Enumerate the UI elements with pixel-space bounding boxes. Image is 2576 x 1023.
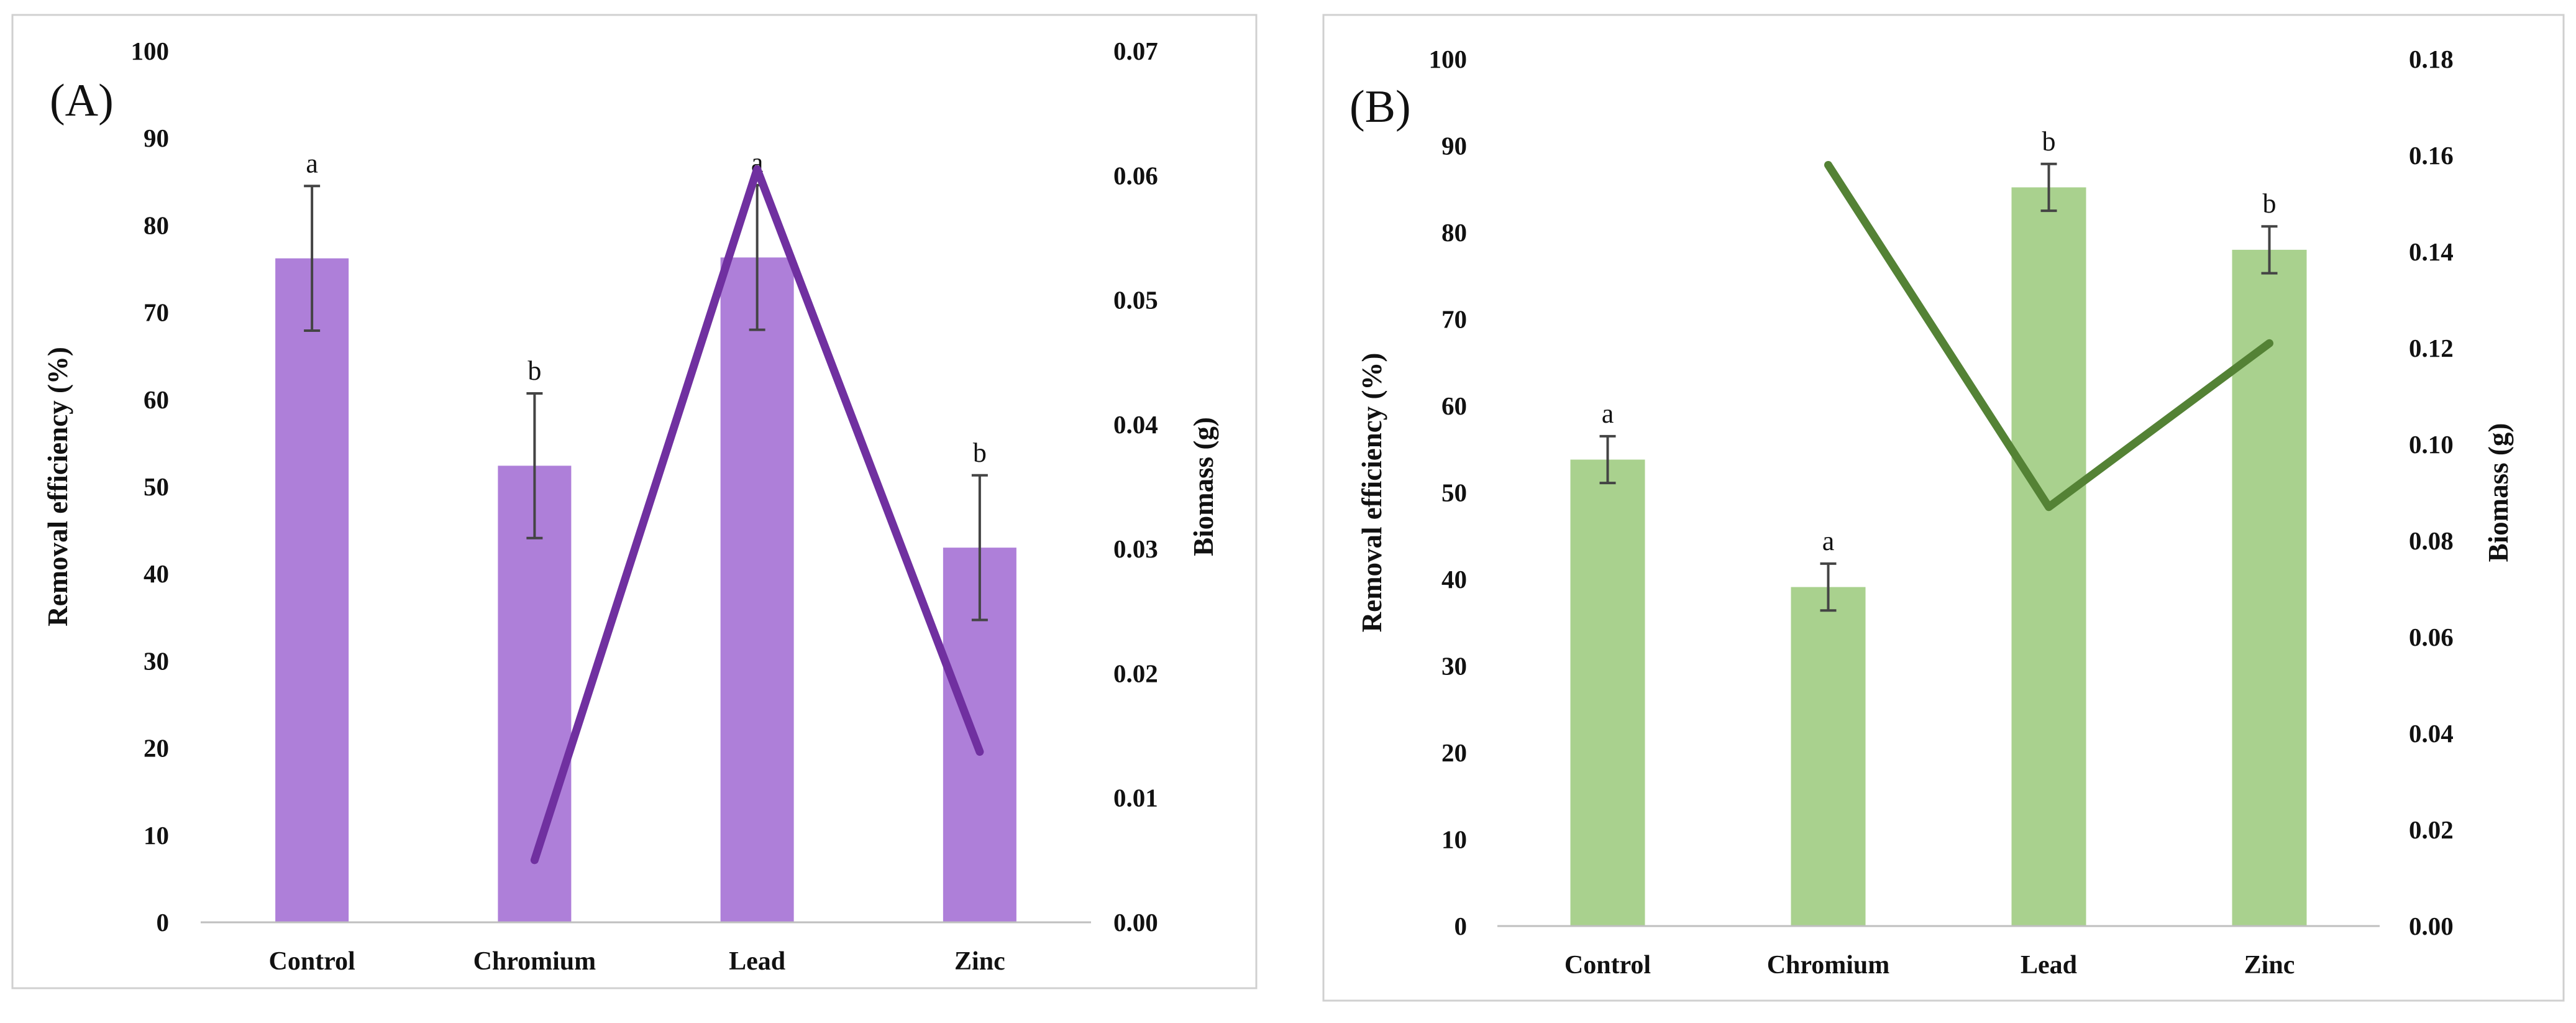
y-tick-label: 60: [1441, 392, 1467, 420]
y2-tick-label: 0.05: [1113, 286, 1158, 314]
significance-label: a: [1602, 398, 1614, 429]
significance-label: b: [528, 356, 541, 386]
chart-frame: [11, 14, 1258, 989]
bar-control: [275, 258, 349, 922]
y-tick-label: 10: [1441, 825, 1467, 854]
y-tick-label: 20: [1441, 738, 1467, 767]
error-bar: [2040, 162, 2057, 213]
bar-zinc: [2232, 249, 2307, 926]
panel-label: (A): [50, 75, 114, 126]
significance-label: b: [973, 438, 987, 468]
error-bar: [971, 474, 988, 622]
y2-tick-label: 0.00: [1113, 908, 1158, 937]
chart-frame: [1322, 14, 2565, 1002]
y-tick-label: 70: [144, 298, 169, 327]
y2-tick-label: 0.18: [2409, 45, 2454, 73]
panel-label: (B): [1350, 81, 1411, 132]
y2-tick-label: 0.10: [2409, 430, 2454, 459]
y-tick-label: 80: [144, 211, 169, 239]
y2-tick-label: 0.04: [1113, 410, 1158, 439]
y2-tick-label: 0.02: [2409, 815, 2454, 844]
chart-panel-b: (B) 0 10 20 30 40 50 60 70 80 90 100 0.00 0.02 0.04 0.0…: [1322, 14, 2565, 1002]
y-tick-label: 40: [144, 559, 169, 588]
y-axis-label: Removal efficiency (%): [42, 347, 73, 626]
x-tick-label-zinc: Zinc: [2244, 951, 2295, 979]
y-tick-label: 90: [144, 124, 169, 152]
error-bar: [1820, 562, 1837, 612]
bar-chromium: [1791, 587, 1866, 926]
y2-tick-label: 0.02: [1113, 659, 1158, 687]
y-tick-label: 20: [144, 734, 169, 763]
y-tick-label: 30: [1441, 652, 1467, 681]
y2-axis-label: Biomass (g): [2483, 423, 2514, 562]
y2-tick-label: 0.16: [2409, 141, 2454, 170]
y-tick-label: 60: [144, 385, 169, 414]
y2-tick-label: 0.07: [1113, 37, 1158, 65]
y-tick-label: 0: [157, 908, 170, 937]
y-tick-label: 0: [1455, 912, 1468, 940]
x-tick-label-control: Control: [1564, 951, 1651, 979]
bar-lead: [2011, 187, 2086, 927]
y2-tick-label: 0.14: [2409, 237, 2454, 266]
y2-tick-label: 0.08: [2409, 526, 2454, 555]
y2-tick-label: 0.01: [1113, 784, 1158, 812]
y2-axis-label: Biomass (g): [1188, 417, 1219, 556]
y2-tick-label: 0.06: [2409, 623, 2454, 651]
y-tick-label: 50: [144, 472, 169, 501]
y-tick-label: 90: [1441, 132, 1467, 160]
error-bar: [304, 185, 321, 333]
x-tick-label-chromium: Chromium: [473, 947, 596, 976]
x-tick-label-control: Control: [269, 947, 355, 976]
y-axis-label: Removal efficiency (%): [1356, 353, 1387, 633]
y-tick-label: 100: [131, 37, 170, 65]
significance-label: b: [2042, 126, 2056, 157]
bar-lead: [720, 257, 794, 923]
y-tick-label: 40: [1441, 565, 1467, 594]
bar-control: [1570, 459, 1645, 926]
x-tick-label-lead: Lead: [2021, 951, 2077, 979]
x-tick-label-lead: Lead: [729, 947, 785, 976]
y2-tick-label: 0.12: [2409, 334, 2454, 362]
significance-label: a: [306, 148, 318, 178]
bar-chromium: [498, 466, 572, 922]
error-bar: [526, 392, 543, 539]
y-tick-label: 30: [144, 646, 169, 675]
error-bar: [1599, 434, 1616, 485]
y-tick-label: 100: [1429, 45, 1468, 73]
y-tick-label: 80: [1441, 218, 1467, 247]
error-bar: [2261, 225, 2278, 275]
significance-label: a: [1822, 526, 1835, 556]
y-tick-label: 70: [1441, 305, 1467, 334]
x-tick-label-zinc: Zinc: [954, 947, 1005, 976]
x-tick-label-chromium: Chromium: [1767, 951, 1890, 979]
chart-panel-a: (A) 0 10 20 30 40 50 60 70 80 90 100 0.00 0.01 0.02 0.0…: [11, 14, 1258, 989]
y-tick-label: 10: [144, 821, 169, 850]
y2-tick-label: 0.03: [1113, 534, 1158, 563]
significance-label: b: [2263, 188, 2277, 219]
y-tick-label: 50: [1441, 479, 1467, 507]
y2-tick-label: 0.00: [2409, 912, 2454, 940]
y2-tick-label: 0.06: [1113, 161, 1158, 190]
y2-tick-label: 0.04: [2409, 719, 2454, 748]
